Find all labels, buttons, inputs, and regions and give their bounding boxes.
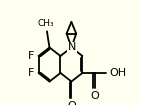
Text: OH: OH: [110, 68, 127, 78]
Text: O: O: [90, 91, 99, 101]
Text: CH₃: CH₃: [37, 19, 54, 28]
Text: N: N: [68, 43, 76, 52]
Text: F: F: [28, 68, 34, 78]
Text: F: F: [28, 51, 34, 61]
Text: O: O: [68, 101, 77, 105]
